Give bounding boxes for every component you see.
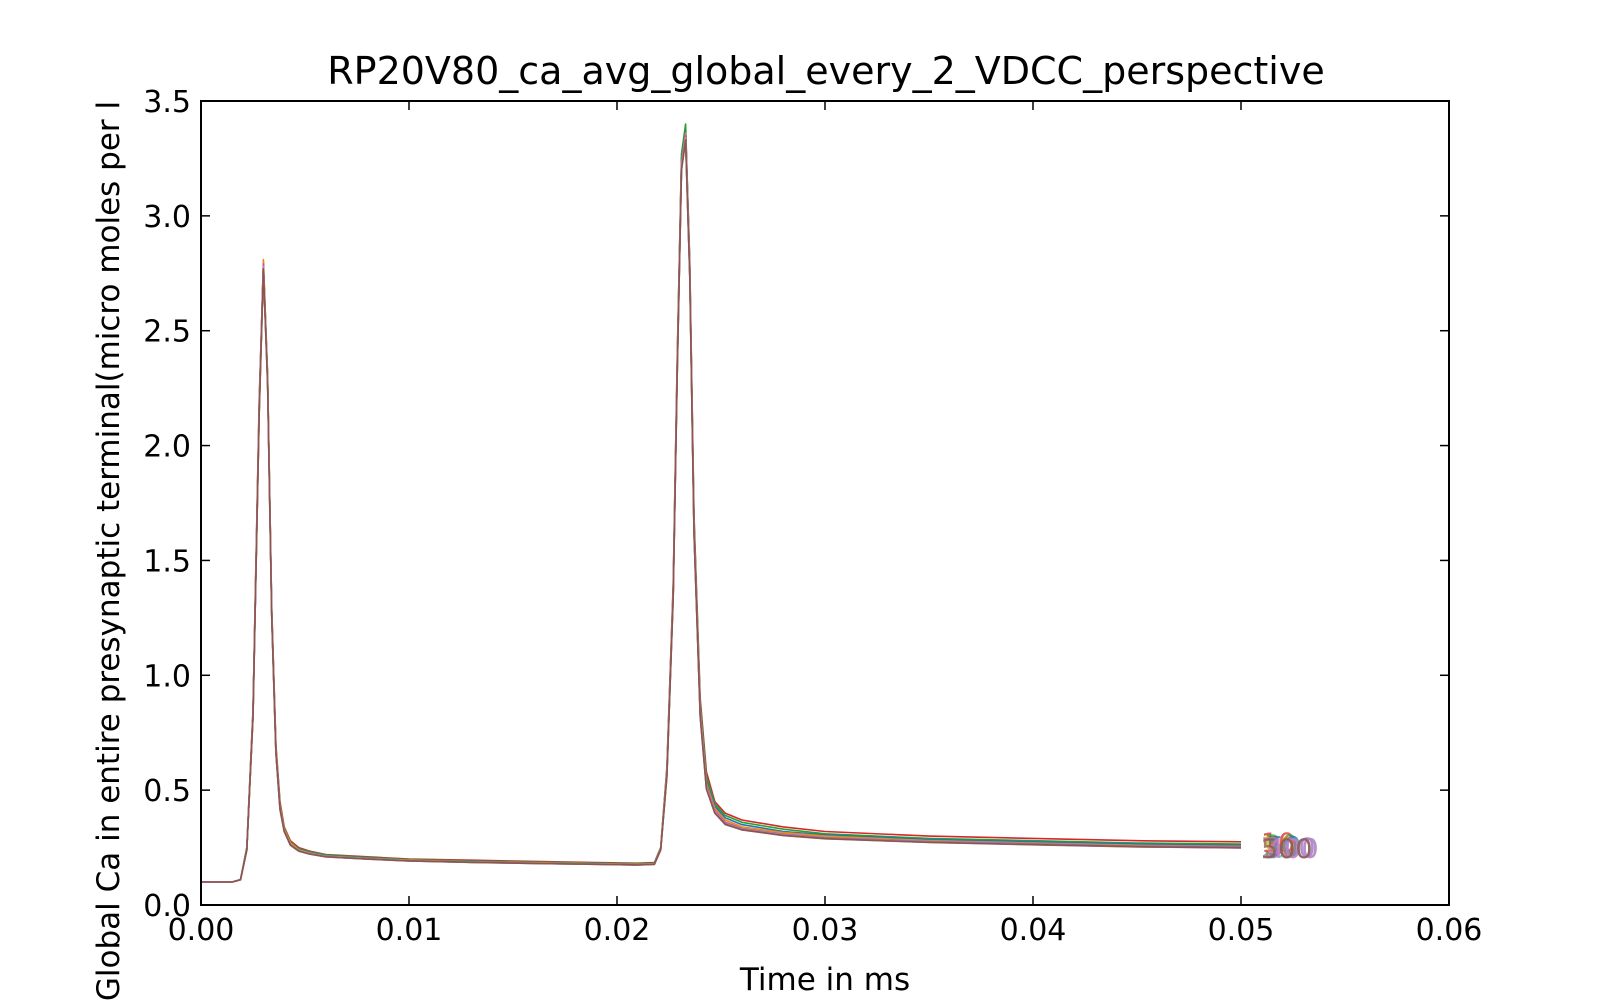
- y-axis-label: Global Ca in entire presynaptic terminal…: [91, 101, 127, 1000]
- y-tick-label: 0.5: [143, 774, 191, 809]
- y-tick-label: 3.5: [143, 85, 191, 120]
- series-line-10: [201, 139, 1242, 883]
- series-line-5: [201, 134, 1242, 883]
- y-tick-label: 2.0: [143, 430, 191, 465]
- line-end-label: 30: [1264, 830, 1298, 861]
- axis-ticks: 0.00 0.01 0.02 0.03 0.04 0.05 0.06 0.0 0.5 1.0 1.5…: [143, 85, 1482, 948]
- line-end-label: 200: [1261, 834, 1313, 865]
- x-tick-label: 0.05: [1208, 913, 1275, 948]
- x-tick-label: 0.01: [376, 913, 443, 948]
- series-line-1: [201, 127, 1242, 883]
- line-end-label: 500: [1261, 834, 1313, 865]
- series-layer: [201, 123, 1242, 883]
- series-line-9: [201, 137, 1242, 883]
- y-tick-label: 3.0: [143, 200, 191, 235]
- line-end-label: 50: [1267, 831, 1301, 862]
- line-end-label: 300: [1264, 833, 1316, 864]
- x-axis-label: Time in ms: [739, 962, 910, 998]
- line-end-label: 10: [1261, 828, 1295, 859]
- x-tick-label: 0.02: [584, 913, 651, 948]
- line-end-label: 400: [1267, 834, 1319, 865]
- line-end-label: 90: [1264, 833, 1298, 864]
- y-tick-label: 1.0: [143, 659, 191, 694]
- x-tick-label: 0.06: [1416, 913, 1483, 948]
- line-end-label: 70: [1261, 832, 1295, 863]
- x-tick-label: 0.04: [1000, 913, 1067, 948]
- series-line-7: [201, 139, 1242, 883]
- series-line-6: [201, 137, 1242, 883]
- line-end-label: 100: [1267, 834, 1319, 865]
- series-line-2: [201, 123, 1242, 883]
- y-tick-label: 1.5: [143, 544, 191, 579]
- x-tick-label: 0.00: [168, 913, 235, 948]
- y-tick-label: 2.5: [143, 315, 191, 350]
- x-tick-label: 0.03: [792, 913, 859, 948]
- chart-title: RP20V80_ca_avg_global_every_2_VDCC_persp…: [327, 49, 1324, 93]
- series-line-4: [201, 132, 1242, 883]
- series-line-8: [201, 134, 1242, 883]
- y-tick-label: 0.0: [143, 889, 191, 924]
- plot-frame: [200, 100, 1450, 906]
- series-line-3: [201, 130, 1242, 883]
